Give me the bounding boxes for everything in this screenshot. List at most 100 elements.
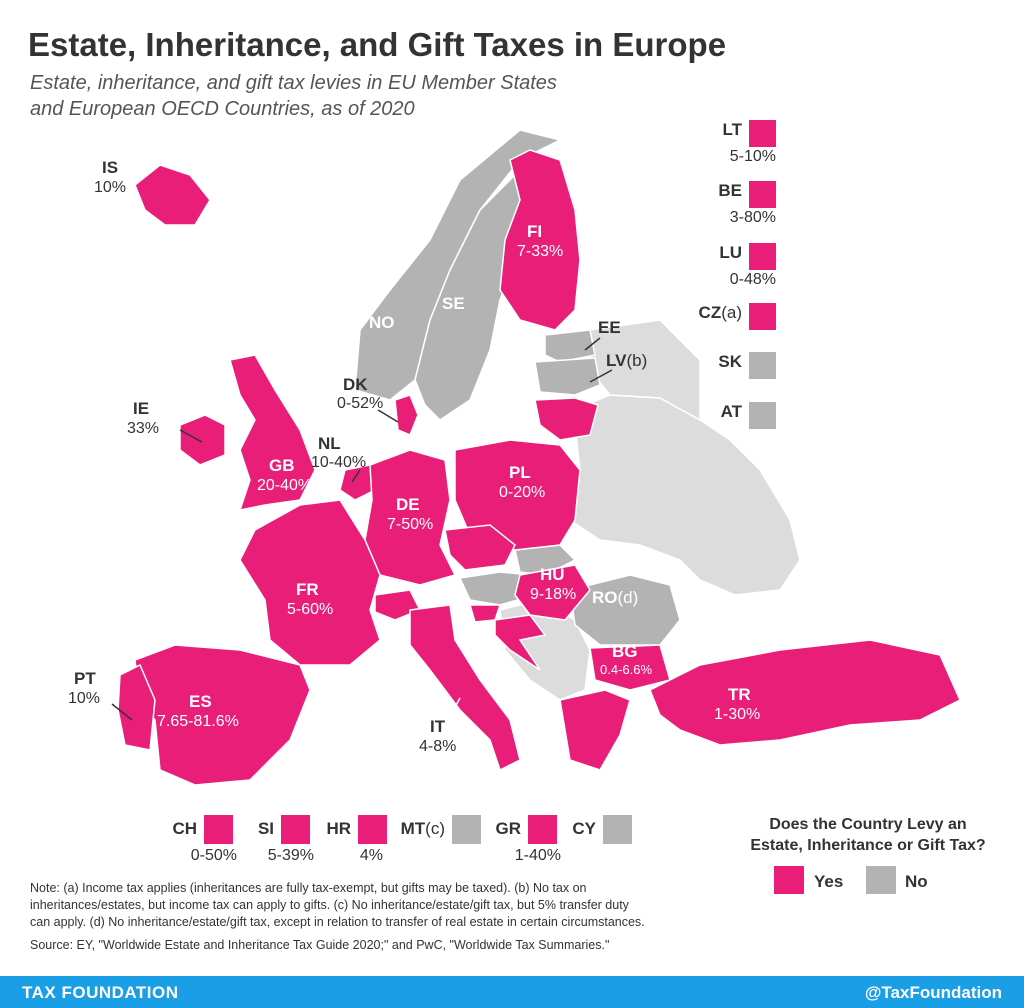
source-note: Source: EY, "Worldwide Estate and Inheri…: [30, 938, 610, 952]
leader-nl: [351, 469, 361, 483]
label-pt-rate: 10%: [68, 690, 100, 707]
label-is-code: IS: [102, 158, 118, 177]
side-legend-swatch: [749, 120, 776, 147]
country-netherlands: [339, 464, 376, 501]
country-poland: [454, 439, 581, 551]
side-legend-swatch: [749, 402, 776, 429]
bottom-legend-code: HR: [326, 819, 351, 838]
bottom-legend-rate: 0-50%: [190, 847, 237, 864]
country-estonia: [544, 329, 596, 363]
label-gb-code: GB: [269, 456, 295, 475]
label-ro: RO(d): [592, 588, 638, 607]
label-fi-code: FI: [527, 222, 542, 241]
label-fr-rate: 5-60%: [287, 601, 333, 618]
legend-no-label: No: [905, 872, 928, 891]
label-pl-rate: 0-20%: [499, 484, 545, 501]
side-legend-code: AT: [720, 402, 742, 421]
bottom-legend-rate: 4%: [359, 847, 383, 864]
side-legend-code: CZ(a): [698, 303, 742, 322]
leader-it: [446, 697, 461, 723]
bottom-legend-swatch: [204, 815, 233, 844]
country-romania: [569, 574, 681, 646]
footer-brand: TAX FOUNDATION: [22, 983, 179, 1002]
side-legend-code: LU: [719, 243, 742, 262]
leader-ee: [584, 337, 601, 351]
footnote-line-1: Note: (a) Income tax applies (inheritanc…: [30, 881, 587, 895]
country-lithuania: [534, 397, 599, 441]
label-nl-code: NL: [318, 434, 341, 453]
country-denmark: [394, 394, 419, 436]
legend-yes-label: Yes: [814, 872, 844, 891]
side-legend-code: LT: [722, 120, 742, 139]
side-legend-swatch: [749, 243, 776, 270]
label-de-rate: 7-50%: [387, 516, 433, 533]
label-bg-code: BG: [612, 642, 638, 661]
footer-handle: @TaxFoundation: [864, 983, 1002, 1002]
footer-bar: TAX FOUNDATION @TaxFoundation: [0, 976, 1024, 1008]
bottom-legend-swatch: [528, 815, 557, 844]
bottom-legend-code: SI: [257, 819, 274, 838]
side-legend-rate: 5-10%: [729, 148, 776, 165]
label-fr-code: FR: [296, 580, 319, 599]
label-ie-code: IE: [133, 399, 149, 418]
label-gb-rate: 20-40%: [257, 477, 312, 494]
country-latvia: [534, 357, 601, 396]
chart-title: Estate, Inheritance, and Gift Taxes in E…: [28, 26, 727, 63]
label-fi-rate: 7-33%: [517, 243, 563, 260]
legend-question-line-1: Does the Country Levy an: [769, 816, 967, 833]
country-great-britain: [229, 354, 316, 511]
side-legend-rate: 3-80%: [729, 209, 776, 226]
country-croatia: [494, 614, 547, 671]
chart-subtitle: Estate, inheritance, and gift tax levies…: [30, 70, 630, 122]
label-ie-rate: 33%: [127, 420, 159, 437]
legend-no-swatch: [866, 866, 896, 894]
label-nl-rate: 10-40%: [311, 454, 366, 471]
legend-question-line-2: Estate, Inheritance or Gift Tax?: [750, 837, 986, 854]
bottom-legend-code: MT(c): [400, 819, 445, 838]
label-ee-code: EE: [598, 318, 621, 337]
legend-question: Does the Country Levy an Estate, Inherit…: [738, 814, 998, 856]
side-legend-swatch: [749, 303, 776, 330]
label-es-rate: 7.65-81.6%: [157, 713, 239, 730]
bottom-legend-rate: 5-39%: [267, 847, 314, 864]
label-bg-rate: 0.4-6.6%: [600, 662, 652, 677]
country-bulgaria: [589, 644, 671, 691]
label-pl-code: PL: [509, 463, 531, 482]
country-portugal: [117, 663, 156, 751]
side-legend-code: BE: [718, 181, 742, 200]
country-italy: [409, 604, 521, 772]
label-hu-rate: 9-18%: [530, 586, 576, 603]
bottom-legend-swatch: [603, 815, 632, 844]
label-no-code: NO: [369, 313, 395, 332]
leader-lv: [589, 369, 613, 383]
label-tr-code: TR: [728, 685, 751, 704]
country-finland: [499, 149, 581, 331]
label-hu-code: HU: [540, 565, 565, 584]
leader-pt: [111, 703, 133, 721]
leader-dk: [377, 409, 399, 423]
label-lv: LV(b): [606, 351, 647, 370]
bottom-legend-code: CH: [172, 819, 197, 838]
bottom-legend-code: GR: [495, 819, 522, 838]
side-legend-swatch: [749, 352, 776, 379]
label-de-code: DE: [396, 495, 420, 514]
label-dk-code: DK: [343, 375, 368, 394]
country-france: [239, 499, 381, 666]
bottom-legend-swatch: [281, 815, 310, 844]
footnote-line-3: can apply. (d) No inheritance/estate/gif…: [30, 915, 645, 929]
legend-yes-swatch: [774, 866, 804, 894]
label-is-rate: 10%: [94, 179, 126, 196]
label-tr-rate: 1-30%: [714, 706, 760, 723]
leader-ie: [179, 429, 203, 443]
country-czechia: [444, 524, 516, 571]
bottom-legend-rate: 1-40%: [514, 847, 561, 864]
country-greece: [559, 689, 631, 771]
bottom-legend-swatch: [358, 815, 387, 844]
country-turkey: [649, 639, 961, 746]
country-iceland: [134, 164, 211, 226]
side-legend-swatch: [749, 181, 776, 208]
footnote: Note: (a) Income tax applies (inheritanc…: [30, 880, 750, 931]
label-dk-rate: 0-52%: [337, 395, 383, 412]
label-it-rate: 4-8%: [419, 738, 456, 755]
